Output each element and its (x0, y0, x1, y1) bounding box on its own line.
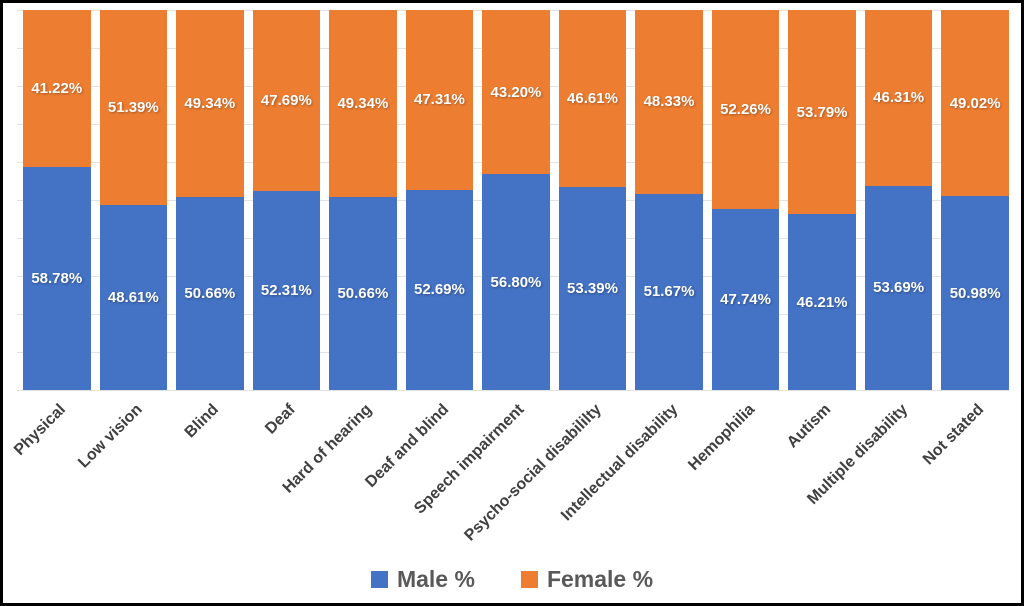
male-segment: 52.69% (405, 189, 474, 390)
female-data-label: 43.20% (490, 83, 542, 101)
bar-5: 47.31% 52.69% (405, 10, 474, 390)
category-label-text: Blind (181, 401, 223, 442)
bar-8: 48.33% 51.67% (635, 10, 703, 390)
female-legend-swatch-icon (520, 571, 538, 588)
female-data-label: 49.34% (184, 95, 236, 113)
bar-6: 43.20% 56.80% (482, 10, 550, 390)
male-data-label: 48.61% (107, 289, 159, 307)
male-segment: 56.80% (482, 174, 550, 390)
male-segment: 58.78% (23, 166, 91, 390)
bar-10: 53.79% 46.21% (788, 10, 856, 390)
male-data-label: 52.31% (260, 282, 312, 300)
gridline-0 (17, 390, 1009, 391)
female-data-label: 41.22% (31, 79, 83, 97)
male-data-label: 46.21% (796, 293, 848, 311)
legend-item-male: Male % (370, 566, 475, 593)
male-data-label: 50.98% (949, 284, 1001, 302)
category-label-text: Not stated (919, 401, 988, 469)
bar-3: 47.69% 52.31% (252, 10, 321, 390)
bar-0: 41.22% 58.78% (23, 10, 91, 390)
male-segment: 53.69% (864, 185, 933, 390)
female-data-label: 49.34% (337, 95, 389, 113)
bars-container: 41.22% 58.78% 51.39% 48.61% 49.34% 50.66% 47.6… (23, 10, 1009, 390)
bar-4: 49.34% 50.66% (329, 10, 397, 390)
male-data-label: 50.66% (337, 285, 389, 303)
male-segment: 52.31% (252, 191, 321, 390)
category-label-text: Low vision (75, 401, 147, 472)
female-segment: 47.69% (252, 10, 321, 192)
bar-9: 52.26% 47.74% (711, 10, 780, 390)
female-segment: 43.20% (482, 10, 550, 175)
female-data-label: 48.33% (643, 93, 695, 111)
category-label-text: Psycho-social disabililty (461, 401, 606, 545)
male-segment: 50.66% (329, 197, 397, 390)
bar-12: 49.02% 50.98% (941, 10, 1009, 390)
bar-7: 46.61% 53.39% (558, 10, 627, 390)
female-segment: 52.26% (711, 10, 780, 209)
category-label-text: Deaf (262, 401, 300, 438)
male-data-label: 47.74% (720, 290, 771, 308)
male-data-label: 51.67% (643, 283, 695, 301)
female-data-label: 51.39% (107, 99, 159, 117)
legend-label: Female % (546, 566, 654, 592)
female-segment: 49.02% (941, 10, 1009, 197)
male-data-label: 50.66% (184, 285, 236, 303)
female-data-label: 53.79% (796, 103, 848, 121)
male-data-label: 58.78% (31, 269, 83, 287)
female-segment: 53.79% (788, 10, 856, 215)
female-data-label: 47.69% (260, 92, 312, 110)
legend-item-female: Female % (520, 566, 654, 593)
male-segment: 50.66% (176, 197, 244, 390)
female-segment: 41.22% (23, 10, 91, 167)
legend: Male % Female % (3, 566, 1021, 593)
plot-area: 41.22% 58.78% 51.39% 48.61% 49.34% 50.66% 47.6… (17, 10, 1009, 391)
male-legend-swatch-icon (370, 571, 388, 588)
male-segment: 50.98% (941, 196, 1009, 390)
female-data-label: 49.02% (949, 94, 1001, 112)
male-data-label: 52.69% (413, 281, 465, 299)
female-segment: 47.31% (405, 10, 474, 190)
female-segment: 51.39% (99, 10, 168, 206)
bar-2: 49.34% 50.66% (176, 10, 244, 390)
legend-label: Male % (396, 566, 475, 592)
male-data-label: 53.39% (567, 280, 618, 298)
x-axis-labels: Physical Low vision Blind Deaf Hard of heari… (11, 397, 1009, 557)
male-segment: 48.61% (99, 205, 168, 390)
category-label-text: Physical (11, 401, 70, 459)
female-segment: 49.34% (176, 10, 244, 198)
female-segment: 48.33% (635, 10, 703, 194)
male-segment: 47.74% (711, 208, 780, 390)
male-data-label: 53.69% (873, 279, 925, 297)
female-segment: 49.34% (329, 10, 397, 198)
male-segment: 46.21% (788, 214, 856, 390)
female-data-label: 52.26% (720, 100, 771, 118)
category-label-text: Autism (783, 401, 835, 452)
female-segment: 46.61% (558, 10, 627, 188)
male-segment: 53.39% (558, 187, 627, 390)
bar-1: 51.39% 48.61% (99, 10, 168, 390)
female-data-label: 46.61% (567, 90, 618, 108)
female-segment: 46.31% (864, 10, 933, 186)
bar-11: 46.31% 53.69% (864, 10, 933, 390)
female-data-label: 47.31% (413, 91, 465, 109)
category-label-text: Hemophilia (685, 401, 759, 474)
male-data-label: 56.80% (490, 273, 542, 291)
male-segment: 51.67% (635, 193, 703, 390)
female-data-label: 46.31% (873, 89, 925, 107)
